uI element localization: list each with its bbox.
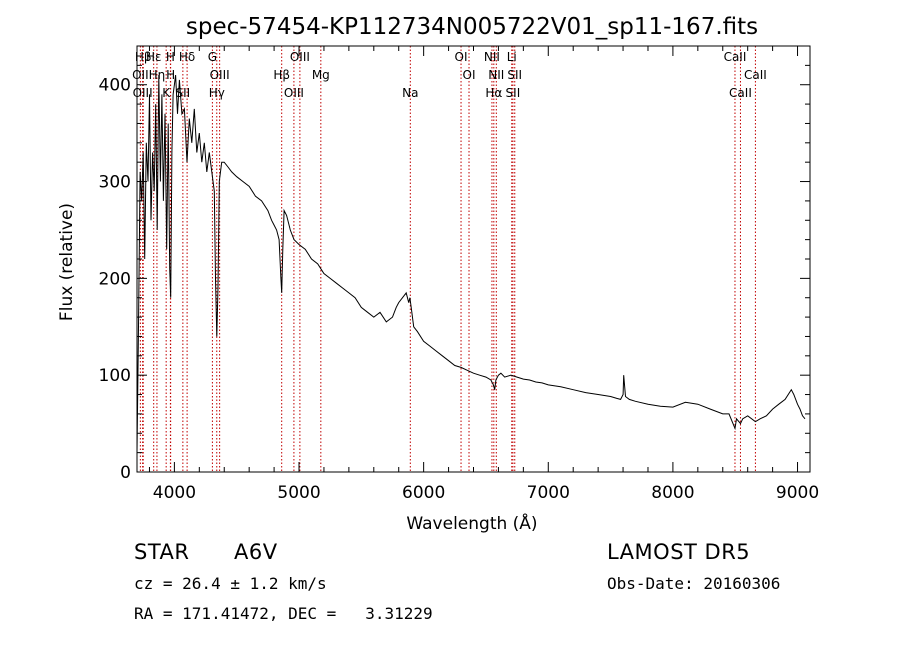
ra-dec-coordinates: RA = 171.41472, DEC = 3.31229 [134,604,433,623]
y-axis-label: Flux (relative) [57,203,77,321]
marker-label-10: OIII [210,68,230,82]
spectral-line-markers [139,46,756,472]
axis-ticks: 4000 5000 6000 7000 8000 9000 0 100 200 300 400 [99,46,819,503]
x-tick-label-8000: 8000 [651,483,694,503]
marker-label-9: Hδ [179,50,195,64]
marker-label-4: Hη [149,68,166,82]
chart-title: spec-57454-KP112734N005722V01_sp11-167.f… [186,14,758,40]
spectral-line-labels: HβOIIOIIIHεHηKHHSIIHδOIIIHγGHβOIIIOIIIMg… [132,50,767,100]
marker-label-7: H [166,68,175,82]
marker-label-11: Hγ [209,86,225,100]
marker-label-2: OIII [133,86,153,100]
y-tick-label-0: 0 [120,463,131,483]
marker-label-28: CaII [744,68,767,82]
x-tick-label-6000: 6000 [402,483,445,503]
marker-label-23: SII [506,86,521,100]
marker-label-3: Hε [146,50,162,64]
x-tick-label-7000: 7000 [527,483,570,503]
redshift-cz: cz = 26.4 ± 1.2 km/s [134,574,327,593]
x-tick-label-5000: 5000 [277,483,320,503]
marker-label-5: K [162,86,171,100]
marker-label-26: CaII [729,86,752,100]
y-tick-label-200: 200 [99,269,131,289]
marker-label-13: Hβ [273,68,290,82]
y-tick-label-400: 400 [99,76,131,96]
y-tick-label-300: 300 [99,173,131,193]
x-tick-label-4000: 4000 [153,483,196,503]
marker-label-8: SII [176,86,191,100]
marker-label-17: Na [402,86,418,100]
spectrum-series-line [136,74,806,453]
marker-label-6: H [166,50,175,64]
marker-label-20: Hα [485,86,502,100]
marker-label-1: OII [132,68,149,82]
marker-label-25: SII [507,68,522,82]
marker-label-18: OI [455,50,468,64]
marker-label-21: NII [484,50,500,64]
marker-label-12: G [208,50,217,64]
object-class: STAR [134,540,190,564]
marker-label-16: Mg [312,68,330,82]
marker-label-15: OIII [290,50,310,64]
survey-name: LAMOST DR5 [607,540,751,564]
x-tick-label-9000: 9000 [776,483,819,503]
spectral-subclass: A6V [234,540,278,564]
marker-label-14: OIII [284,86,304,100]
x-axis-label: Wavelength (Å) [406,512,537,534]
marker-label-27: CaII [724,50,747,64]
observation-date: Obs-Date: 20160306 [607,574,781,593]
marker-label-19: OI [463,68,476,82]
marker-label-22: NII [488,68,504,82]
marker-label-0: Hβ [135,50,152,64]
y-tick-label-100: 100 [99,366,131,386]
marker-label-24: Li [507,50,517,64]
